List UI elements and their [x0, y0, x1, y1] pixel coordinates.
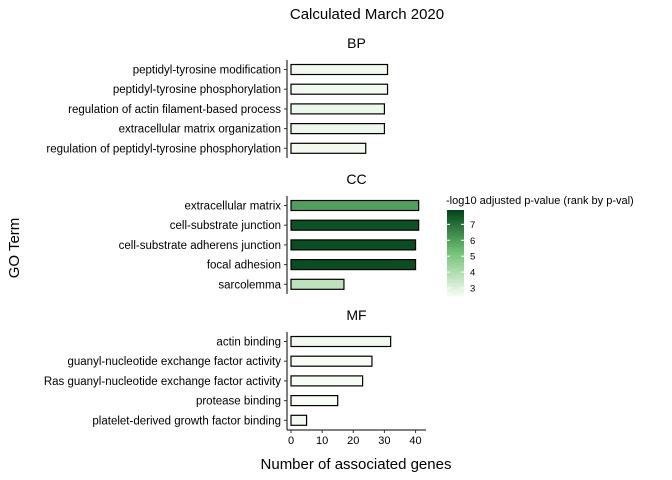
bar: [290, 259, 417, 271]
bar: [290, 122, 386, 135]
panel-cc: CC extracellular matrix cell-substrate jun…: [119, 171, 420, 294]
x-tick-label: 30: [378, 435, 390, 447]
y-tick-label: focal adhesion: [207, 260, 281, 272]
panel-mf: MF actin binding guanyl-nucleotide exchang…: [44, 307, 392, 430]
legend-tick-label: 7: [470, 220, 475, 231]
bar: [290, 239, 417, 251]
y-tick-label: actin binding: [216, 337, 281, 349]
legend-colorbar: [447, 210, 464, 296]
facet-label: BP: [347, 35, 366, 51]
bar: [290, 83, 389, 95]
x-tick-label: 40: [409, 435, 421, 447]
y-axis-label: GO Term: [6, 218, 23, 279]
facet-label: CC: [346, 171, 366, 187]
y-tick-label: sarcolemma: [218, 279, 281, 291]
bar: [290, 414, 308, 426]
y-tick-label: extracellular matrix organization: [119, 124, 281, 136]
bar: [290, 103, 386, 115]
legend: -log10 adjusted p-value (rank by p-val) …: [446, 195, 634, 296]
y-tick-label: regulation of actin filament-based proce…: [68, 104, 281, 116]
legend-title: -log10 adjusted p-value (rank by p-val): [446, 195, 634, 207]
bar: [290, 355, 373, 367]
chart-title: Calculated March 2020: [290, 6, 444, 23]
y-tick-label: protease binding: [196, 396, 281, 408]
y-tick-label: platelet-derived growth factor binding: [92, 415, 281, 427]
bar: [290, 142, 367, 154]
legend-tick-label: 6: [470, 236, 475, 247]
facet-panels: BP peptidyl-tyrosine modification peptidyl…: [44, 35, 420, 430]
y-tick-label: Ras guanyl-nucleotide exchange factor ac…: [44, 376, 281, 388]
y-tick-label: extracellular matrix: [185, 201, 282, 213]
y-tick-label: guanyl-nucleotide exchange factor activi…: [67, 356, 281, 368]
legend-tick-label: 5: [470, 252, 475, 263]
bar: [290, 199, 420, 212]
x-tick-label: 20: [347, 435, 359, 447]
bar: [290, 219, 420, 231]
y-tick-label: peptidyl-tyrosine modification: [133, 65, 281, 77]
y-tick-label: cell-substrate adherens junction: [119, 240, 281, 252]
y-tick-label: regulation of peptidyl-tyrosine phosphor…: [46, 143, 281, 155]
x-tick-label: 10: [316, 435, 328, 447]
bar: [290, 63, 389, 76]
bar: [290, 395, 339, 407]
y-tick-label: cell-substrate junction: [170, 220, 281, 232]
legend-tick-label: 4: [470, 268, 475, 279]
x-tick-label: 0: [288, 435, 294, 447]
y-tick-label: peptidyl-tyrosine phosphorylation: [113, 84, 281, 96]
panel-bp: BP peptidyl-tyrosine modification peptidyl…: [46, 35, 389, 158]
bar: [290, 375, 364, 387]
legend-tick-label: 3: [470, 284, 475, 295]
x-axis-label: Number of associated genes: [261, 456, 452, 473]
bar: [290, 278, 345, 290]
x-axis: 0 10 20 30 40: [287, 429, 426, 447]
facet-label: MF: [346, 307, 366, 323]
bar: [290, 335, 392, 348]
legend-ticks: 3 4 5 6 7: [447, 220, 475, 295]
